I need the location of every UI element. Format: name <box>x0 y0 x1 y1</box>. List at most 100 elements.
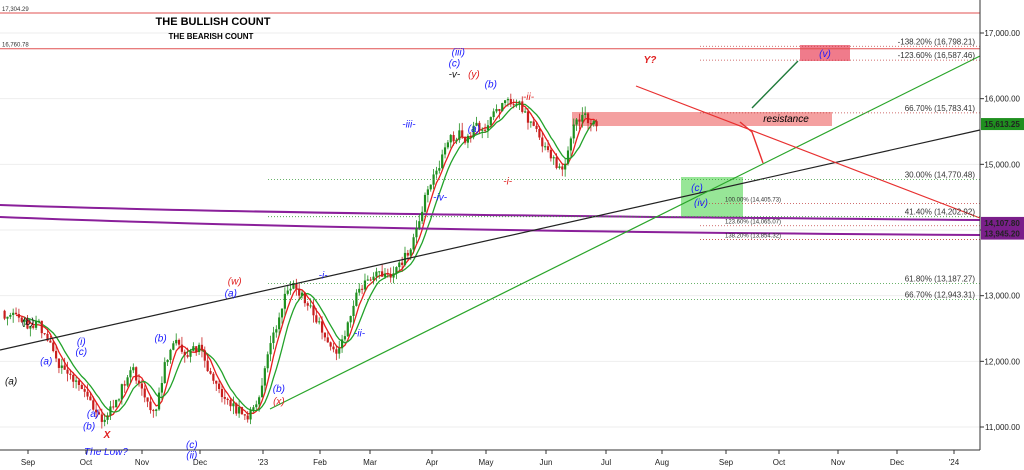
candle-body <box>275 329 278 333</box>
candle-body <box>361 288 364 290</box>
candle-body <box>452 135 455 142</box>
candle-body <box>132 367 135 371</box>
candle-body <box>117 399 121 401</box>
candle-body <box>429 184 432 190</box>
candle-body <box>478 122 481 131</box>
fib-level-layer: 17,304.29 16,760.78 -138.20% (16,798.21) -1… <box>0 7 980 300</box>
candle-body <box>63 365 66 370</box>
candle-body <box>506 99 510 101</box>
candle-body <box>17 314 20 318</box>
ma-long-lower <box>0 216 981 236</box>
candle-body <box>129 370 132 378</box>
candle-body <box>120 384 123 400</box>
candle-body <box>29 326 32 329</box>
candle-body <box>89 396 92 401</box>
fib-level-label: 100.00% (14,405.73) <box>725 197 781 203</box>
candle-body <box>449 135 452 143</box>
x-tick-label: Mar <box>363 458 377 467</box>
candle-body <box>43 333 46 335</box>
green-projection-arrow <box>751 60 799 109</box>
wave-label: (c) <box>186 440 198 451</box>
candle-body <box>215 380 218 384</box>
candle-body <box>3 310 6 319</box>
candle-body <box>109 406 112 416</box>
support-label-c: (c) <box>691 183 703 194</box>
candle-body <box>564 163 567 170</box>
price-tag-bg <box>981 227 1024 240</box>
candle-body <box>192 346 195 351</box>
candle-body <box>23 319 26 322</box>
candle-body <box>489 117 492 126</box>
candle-body <box>123 384 126 386</box>
candle-body <box>203 350 206 361</box>
candle-body <box>592 121 595 125</box>
candle-body <box>295 283 298 289</box>
candle-body <box>137 380 141 384</box>
candle-body <box>515 103 518 105</box>
candle-body <box>572 124 575 139</box>
candle-body <box>352 305 355 317</box>
x-tick-label: Sep <box>719 458 734 467</box>
candle-body <box>115 399 118 408</box>
candle-body <box>586 113 590 124</box>
candle-body <box>169 349 172 360</box>
candle-body <box>369 279 372 281</box>
y-tick-label: 17,000.00 <box>984 29 1020 38</box>
candle-body <box>240 407 244 415</box>
x-tick-label: '24 <box>949 458 960 467</box>
ma-fast-line <box>15 101 598 418</box>
candle-body <box>12 312 15 315</box>
candle-body <box>126 377 129 386</box>
candle-body <box>206 360 209 372</box>
candle-body <box>106 415 109 420</box>
candle-body <box>197 344 201 352</box>
candle-body <box>86 391 89 397</box>
candle-body <box>112 406 115 408</box>
wave-label: (b) <box>273 384 285 395</box>
chart-subtitle: THE BEARISH COUNT <box>169 32 254 41</box>
candle-body <box>303 292 306 304</box>
x-marker: X <box>103 430 112 441</box>
candle-body <box>155 409 158 411</box>
candle-body <box>46 333 49 341</box>
candle-body <box>54 351 58 359</box>
candle-body <box>172 343 175 350</box>
candle-body <box>504 100 507 104</box>
price-tag-label: 14,107.80 <box>984 219 1020 228</box>
candle-body <box>180 344 184 352</box>
candle-body <box>435 170 438 175</box>
candle-body <box>575 119 578 125</box>
candle-body <box>535 125 538 129</box>
candle-body <box>269 343 272 355</box>
candle-body <box>481 129 484 131</box>
red-projection-arrow <box>739 121 764 164</box>
candle-body <box>163 362 166 384</box>
fib-level-label: 61.80% (13,187.27) <box>905 274 976 283</box>
x-tick-label: Nov <box>831 458 845 467</box>
candle-body <box>423 194 427 212</box>
candle-body <box>578 119 581 122</box>
candle-body <box>95 409 98 413</box>
price-tag-label: 15,613.25 <box>984 120 1020 129</box>
candle-body <box>37 320 41 322</box>
top-level-label: 17,304.29 <box>2 7 29 13</box>
x-tick-label: Nov <box>135 458 149 467</box>
grid-layer <box>0 32 980 428</box>
green-trendline <box>269 55 981 410</box>
y-tick-label: 13,000.00 <box>984 292 1020 301</box>
candle-body <box>466 135 470 143</box>
candle-body <box>232 403 235 407</box>
candle-body <box>223 397 226 399</box>
candle-body <box>229 400 232 407</box>
candle-body <box>57 358 61 368</box>
candle-body <box>401 262 404 265</box>
wave-label: (c) <box>449 58 461 69</box>
candle-body <box>366 279 369 281</box>
wave-label: (b) <box>83 422 95 433</box>
x-tick-label: Jul <box>601 458 611 467</box>
candle-body <box>329 342 332 347</box>
candle-layer <box>3 93 598 429</box>
candle-body <box>34 321 38 328</box>
candle-body <box>209 371 212 374</box>
